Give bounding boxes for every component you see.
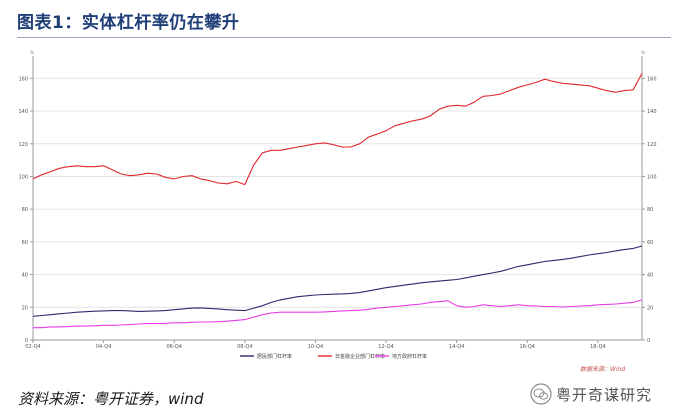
y-tick-label-left: 120 xyxy=(18,142,28,148)
y-tick-label-left: 80 xyxy=(22,207,28,213)
legend-label: 地方政府杠杆率 xyxy=(392,353,427,360)
y-tick-label-left: 100 xyxy=(18,174,28,180)
legend: 居民部门杠杆率 非金融企业部门杠杆率 地方政府杠杆率 xyxy=(240,353,427,360)
legend-label: 非金融企业部门杠杆率 xyxy=(335,353,385,360)
source-note: 资料来源：粤开证券，wind xyxy=(18,390,204,408)
page-title: 图表1：实体杠杆率仍在攀升 xyxy=(17,13,240,33)
y-tick-label-left: 160 xyxy=(18,76,28,82)
title-divider xyxy=(17,37,671,38)
y-tick-label-right: 0 xyxy=(647,338,650,344)
x-tick-label: 16-Q4 xyxy=(520,344,535,350)
x-tick-label: 12-Q4 xyxy=(378,344,393,350)
watermark: 粤开奇谋研究 xyxy=(530,383,652,405)
y-tick-label-left: 140 xyxy=(18,109,28,115)
y-tick-label-left: 60 xyxy=(22,240,28,246)
y-unit-left: % xyxy=(30,50,34,55)
y-tick-label-right: 60 xyxy=(647,240,653,246)
y-tick-label-left: 20 xyxy=(22,305,28,311)
x-tick-label: 04-Q4 xyxy=(96,344,111,350)
legend-label: 居民部门杠杆率 xyxy=(257,353,292,360)
y-tick-label-right: 40 xyxy=(647,273,653,279)
y-tick-label-right: 140 xyxy=(647,109,657,115)
y-tick-label-right: 160 xyxy=(647,76,657,82)
x-tick-label: 14-Q4 xyxy=(449,344,464,350)
x-tick-label: 06-Q4 xyxy=(166,344,181,350)
series-line xyxy=(32,245,643,317)
series-line xyxy=(33,299,643,329)
y-tick-label-right: 100 xyxy=(647,174,657,180)
x-tick-label: 08-Q4 xyxy=(237,344,252,350)
x-tick-label: 18-Q4 xyxy=(590,344,605,350)
y-tick-label-left: 0 xyxy=(25,338,28,344)
y-tick-label-right: 20 xyxy=(647,305,653,311)
y-tick-label-right: 120 xyxy=(647,142,657,148)
chart-credit: 数据来源：Wind xyxy=(580,366,626,373)
wechat-icon xyxy=(530,383,552,405)
y-unit-right: % xyxy=(641,50,645,55)
axis-layer: % % 0 0 20 20 40 40 60 60 80 80 100 100 120 120 140 140 16… xyxy=(18,50,656,350)
x-tick-label: 10-Q4 xyxy=(308,344,323,350)
series-layer xyxy=(32,73,643,329)
watermark-text: 粤开奇谋研究 xyxy=(556,385,653,404)
x-tick-label: 02-Q4 xyxy=(25,344,40,350)
y-tick-label-right: 80 xyxy=(647,207,653,213)
y-tick-label-left: 40 xyxy=(22,273,28,279)
chart: % % 0 0 20 20 40 40 60 60 80 80 100 100 120 120 140 140 16… xyxy=(18,50,656,360)
grid-layer xyxy=(33,77,642,308)
series-line xyxy=(32,73,643,186)
